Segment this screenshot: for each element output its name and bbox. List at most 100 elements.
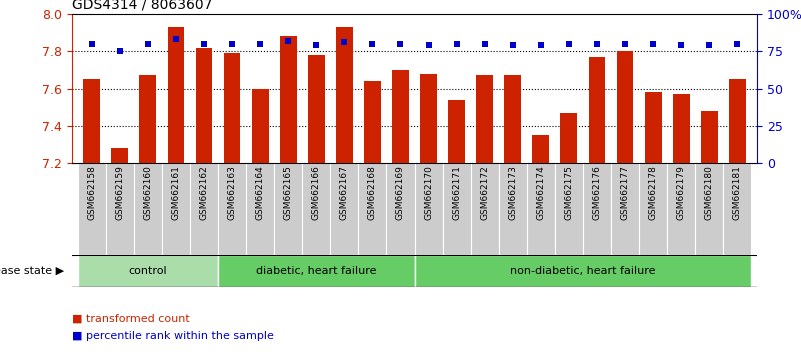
Bar: [449, 99, 465, 163]
Bar: [78, 255, 218, 287]
Point: [422, 42, 435, 48]
Point: [226, 41, 239, 47]
Text: GSM662174: GSM662174: [537, 166, 545, 220]
Bar: [246, 163, 274, 255]
Bar: [218, 163, 246, 255]
Text: control: control: [129, 266, 167, 276]
Bar: [645, 92, 662, 163]
Bar: [330, 163, 358, 255]
Point: [282, 38, 295, 44]
Text: GSM662162: GSM662162: [199, 166, 208, 220]
Text: GSM662163: GSM662163: [227, 166, 236, 221]
Point: [366, 41, 379, 47]
Text: GSM662160: GSM662160: [143, 166, 152, 221]
Text: GSM662178: GSM662178: [649, 166, 658, 221]
Point: [506, 42, 519, 48]
Text: GSM662180: GSM662180: [705, 166, 714, 221]
Text: ■ percentile rank within the sample: ■ percentile rank within the sample: [72, 331, 274, 341]
Text: GSM662171: GSM662171: [452, 166, 461, 221]
Text: GSM662181: GSM662181: [733, 166, 742, 221]
Point: [702, 42, 715, 48]
Point: [618, 41, 631, 47]
Bar: [443, 163, 471, 255]
Bar: [302, 163, 330, 255]
Text: GSM662168: GSM662168: [368, 166, 377, 221]
Bar: [111, 148, 128, 163]
Bar: [527, 163, 555, 255]
Bar: [139, 75, 156, 163]
Text: GSM662173: GSM662173: [509, 166, 517, 221]
Bar: [358, 163, 386, 255]
Bar: [280, 36, 296, 163]
Point: [310, 42, 323, 48]
Bar: [308, 55, 324, 163]
Point: [450, 41, 463, 47]
Bar: [589, 57, 606, 163]
Bar: [477, 75, 493, 163]
Text: GSM662159: GSM662159: [115, 166, 124, 221]
Bar: [195, 47, 212, 163]
Point: [114, 48, 127, 54]
Text: non-diabetic, heart failure: non-diabetic, heart failure: [510, 266, 656, 276]
Bar: [673, 94, 690, 163]
Bar: [499, 163, 527, 255]
Text: ■ transformed count: ■ transformed count: [72, 314, 190, 324]
Text: GSM662176: GSM662176: [593, 166, 602, 221]
Point: [338, 40, 351, 45]
Bar: [83, 79, 100, 163]
Point: [394, 41, 407, 47]
Bar: [218, 255, 415, 287]
Bar: [611, 163, 639, 255]
Text: GSM662169: GSM662169: [396, 166, 405, 221]
Point: [254, 41, 267, 47]
Point: [674, 42, 687, 48]
Bar: [252, 88, 268, 163]
Text: GSM662165: GSM662165: [284, 166, 292, 221]
Point: [86, 41, 99, 47]
Bar: [723, 163, 751, 255]
Text: GDS4314 / 8063607: GDS4314 / 8063607: [72, 0, 212, 12]
Point: [534, 42, 547, 48]
Bar: [421, 74, 437, 163]
Point: [646, 41, 659, 47]
Bar: [167, 27, 184, 163]
Bar: [134, 163, 162, 255]
Bar: [533, 135, 549, 163]
Bar: [274, 163, 302, 255]
Point: [142, 41, 155, 47]
Bar: [695, 163, 723, 255]
Bar: [364, 81, 380, 163]
Bar: [336, 27, 352, 163]
Bar: [701, 111, 718, 163]
Text: GSM662172: GSM662172: [480, 166, 489, 220]
Bar: [639, 163, 667, 255]
Point: [478, 41, 491, 47]
Bar: [223, 53, 240, 163]
Point: [562, 41, 575, 47]
Bar: [555, 163, 583, 255]
Bar: [162, 163, 190, 255]
Bar: [415, 255, 751, 287]
Text: disease state ▶: disease state ▶: [0, 266, 64, 276]
Text: GSM662167: GSM662167: [340, 166, 349, 221]
Text: GSM662179: GSM662179: [677, 166, 686, 221]
Bar: [561, 113, 578, 163]
Point: [170, 36, 183, 42]
Text: GSM662170: GSM662170: [424, 166, 433, 221]
Text: GSM662158: GSM662158: [87, 166, 96, 221]
Text: diabetic, heart failure: diabetic, heart failure: [256, 266, 376, 276]
Bar: [505, 75, 521, 163]
Text: GSM662177: GSM662177: [621, 166, 630, 221]
Point: [590, 41, 603, 47]
Bar: [583, 163, 611, 255]
Bar: [471, 163, 499, 255]
Point: [731, 41, 743, 47]
Text: GSM662166: GSM662166: [312, 166, 320, 221]
Bar: [392, 70, 409, 163]
Bar: [729, 79, 746, 163]
Point: [198, 41, 211, 47]
Text: GSM662175: GSM662175: [565, 166, 574, 221]
Bar: [78, 163, 106, 255]
Text: GSM662161: GSM662161: [171, 166, 180, 221]
Bar: [415, 163, 443, 255]
